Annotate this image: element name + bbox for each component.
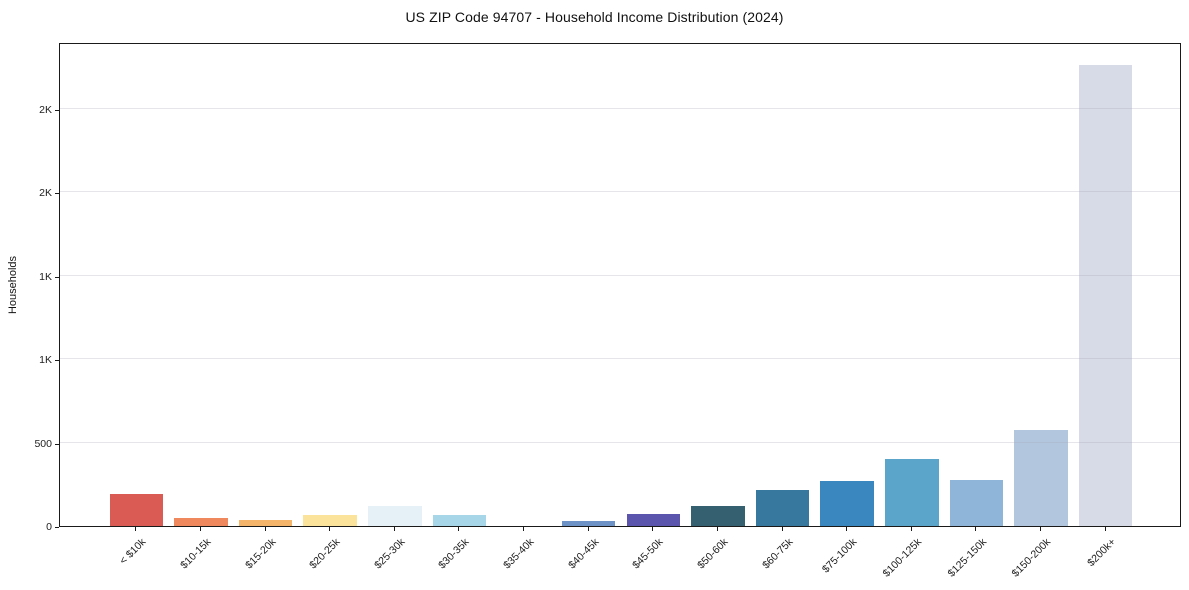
x-tick-mark [393,527,395,531]
x-tick-label: $45-50k [630,536,666,572]
y-tick-mark [55,527,59,528]
bar-20-25k [303,515,357,526]
x-tick-label: < $10k [117,536,149,567]
y-tick-mark [55,443,59,445]
x-tick-mark [264,527,266,531]
x-tick-label: $75-100k [820,536,860,576]
bar-100-125k [885,459,939,526]
x-tick-label: $25-30k [371,536,408,572]
x-tick-mark [910,527,912,531]
x-tick-label: $125-150k [945,536,989,580]
x-tick-label: $15-20k [242,536,279,572]
x-tick-label: $50-60k [695,536,731,572]
bar-30-35k [432,514,487,526]
bar-200k [1078,65,1133,526]
bar-150-200k [1014,430,1068,526]
x-tick-mark [135,527,137,531]
bar-40-45k [561,520,616,526]
x-tick-mark [523,527,525,531]
x-tick-mark [1040,527,1042,531]
y-tick-label: 2K [39,103,52,116]
x-tick-mark [716,527,718,531]
y-tick-mark [55,193,59,195]
x-tick-label: $200k+ [1085,536,1119,570]
x-tick-label: $10-15k [178,536,214,572]
y-tick-label: 1K [39,354,52,367]
y-tick-mark [55,276,59,278]
x-tick-mark [975,527,977,531]
bar-25-30k [368,506,422,526]
x-tick-mark [587,527,589,531]
x-tick-label: $150-200k [1010,536,1054,580]
chart-title: US ZIP Code 94707 - Household Income Dis… [405,9,784,25]
x-tick-mark [458,527,460,531]
y-tick-mark [55,360,59,362]
x-tick-mark [329,527,331,531]
plot-area [59,43,1181,527]
bar-75-100k [820,480,874,526]
y-tick-label: 500 [34,437,52,450]
x-tick-label: $30-35k [436,536,472,572]
y-tick-mark [55,109,59,111]
y-tick-label: 1K [39,270,52,283]
bar-60-75k [755,490,810,526]
y-tick-label: 0 [46,521,52,533]
x-tick-label: $60-75k [759,536,796,572]
x-tick-mark [846,527,848,531]
bar-50-60k [691,506,745,526]
bar-15-20k [238,520,293,526]
bars-layer [60,44,1180,526]
x-tick-mark [781,527,783,531]
y-tick-label: 2K [39,187,52,200]
bar-45-50k [626,513,681,526]
x-tick-label: $20-25k [307,536,343,572]
bar-10-15k [174,518,228,526]
bar-10k [109,494,164,526]
x-tick-mark [1104,527,1106,531]
x-tick-label: $35-40k [501,536,537,572]
x-tick-label: $100-125k [880,536,925,580]
x-tick-mark [652,527,654,531]
bar-125-150k [949,479,1004,526]
x-tick-label: $40-45k [565,536,602,572]
x-tick-mark [199,527,201,531]
